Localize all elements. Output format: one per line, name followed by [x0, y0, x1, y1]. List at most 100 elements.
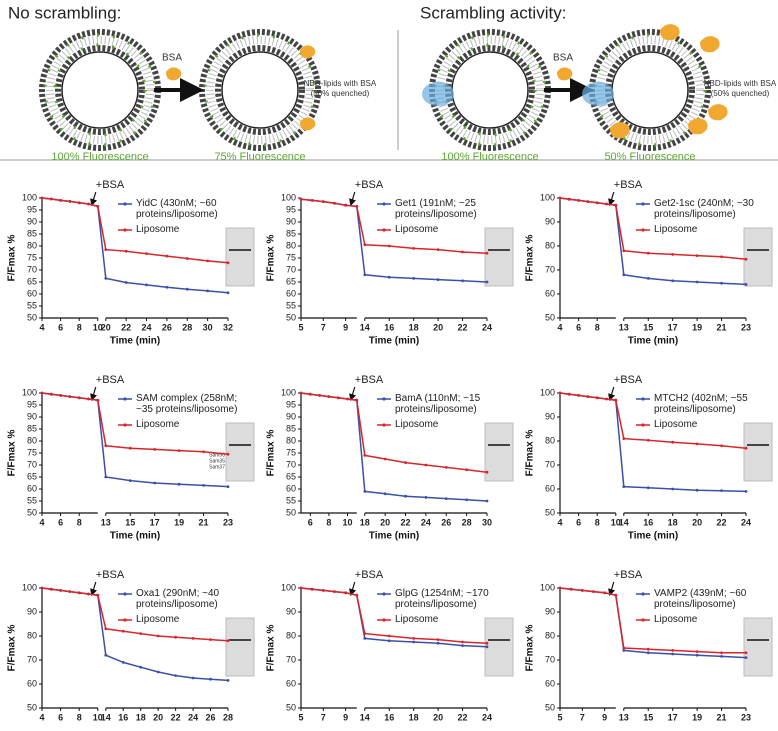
x-tick-label: 15: [643, 322, 653, 332]
annotation: +BSA: [355, 569, 384, 581]
y-axis-label: F/Fmax %: [7, 430, 18, 477]
x-tick-label: 21: [717, 322, 727, 332]
x-tick-label: 19: [692, 322, 702, 332]
data-point: [461, 644, 464, 647]
annotation-arrow: [92, 582, 96, 595]
y-tick-label: 80: [27, 630, 37, 640]
y-tick-label: 70: [286, 264, 296, 274]
y-tick-label: 50: [27, 312, 37, 322]
y-tick-label: 80: [286, 630, 296, 640]
data-point: [104, 248, 107, 251]
scramblase: [582, 82, 614, 106]
data-point: [363, 637, 366, 640]
data-point: [59, 589, 62, 592]
data-point: [388, 639, 391, 642]
liposome: [222, 52, 298, 128]
data-point: [696, 650, 699, 653]
y-tick-label: 50: [545, 507, 555, 517]
x-tick-label: 18: [668, 517, 678, 527]
x-tick-label: 15: [125, 517, 135, 527]
data-point: [587, 200, 590, 203]
panel: 5060708090100579131517192123Time (min)F/…: [525, 569, 774, 726]
data-point: [461, 641, 464, 644]
legend-swatch: [123, 592, 126, 595]
data-point: [206, 259, 209, 262]
x-tick-label: 24: [482, 712, 492, 722]
x-tick-label: 6: [576, 322, 581, 332]
data-point: [355, 399, 358, 402]
data-point: [486, 281, 489, 284]
data-point: [157, 671, 160, 674]
data-point: [647, 651, 650, 654]
x-tick-label: 22: [121, 322, 131, 332]
x-tick-label: 26: [206, 712, 216, 722]
x-tick-label: 8: [326, 517, 331, 527]
legend-item: SAM complex (258nM; ~35 proteins/liposom…: [136, 393, 256, 419]
data-point: [622, 273, 625, 276]
data-point: [202, 450, 205, 453]
data-point: [59, 394, 62, 397]
nbd-label: NBD-lipids with BSA: [704, 79, 777, 88]
x-tick-label: 24: [741, 517, 751, 527]
y-tick-label: 100: [281, 582, 296, 592]
legend-swatch: [382, 228, 385, 231]
nbd-label: (50% quenched): [311, 89, 370, 98]
legend-swatch: [641, 397, 644, 400]
y-tick-label: 90: [286, 411, 296, 421]
annotation: +BSA: [614, 179, 643, 191]
data-point: [486, 645, 489, 648]
y-tick-label: 70: [545, 264, 555, 274]
data-point: [622, 649, 625, 652]
x-tick-label: 20: [101, 322, 111, 332]
x-tick-label: 30: [482, 517, 492, 527]
y-tick-label: 60: [286, 288, 296, 298]
legend-swatch: [641, 618, 644, 621]
data-point: [87, 398, 90, 401]
data-point: [153, 482, 156, 485]
x-tick-label: 8: [77, 712, 82, 722]
data-point: [227, 679, 230, 682]
y-tick-label: 50: [545, 312, 555, 322]
data-point: [384, 458, 387, 461]
y-tick-label: 65: [286, 276, 296, 286]
data-point: [696, 654, 699, 657]
data-point: [465, 498, 468, 501]
data-point: [41, 587, 44, 590]
data-point: [41, 197, 44, 200]
data-point: [559, 197, 562, 200]
legend-swatch: [641, 228, 644, 231]
x-tick-label: 7: [321, 712, 326, 722]
data-point: [720, 489, 723, 492]
liposome: [62, 52, 138, 128]
y-tick-label: 65: [27, 276, 37, 286]
x-tick-label: 13: [619, 322, 629, 332]
data-point: [300, 392, 303, 395]
x-axis-label: Time (min): [369, 336, 419, 347]
x-tick-label: 30: [203, 322, 213, 332]
data-point: [596, 396, 599, 399]
legend-label: Liposome: [395, 614, 513, 625]
legend-item: Liposome: [654, 614, 774, 640]
data-point: [122, 630, 125, 633]
annotation-arrow: [92, 192, 96, 205]
x-tick-label: 26: [441, 517, 451, 527]
data-point: [568, 198, 571, 201]
x-tick-label: 19: [692, 712, 702, 722]
data-point: [603, 591, 606, 594]
annotation-arrow: [610, 582, 614, 595]
data-point: [605, 398, 608, 401]
y-tick-label: 70: [286, 459, 296, 469]
data-point: [461, 251, 464, 254]
y-tick-label: 70: [27, 654, 37, 664]
y-tick-label: 100: [540, 582, 555, 592]
data-point: [41, 392, 44, 395]
data-point: [96, 594, 99, 597]
data-point: [300, 198, 303, 201]
legend-label: GlpG (1254nM; ~170 proteins/liposome): [395, 588, 513, 610]
data-point: [227, 485, 230, 488]
legend-item: Liposome: [136, 614, 256, 640]
y-tick-label: 75: [286, 252, 296, 262]
